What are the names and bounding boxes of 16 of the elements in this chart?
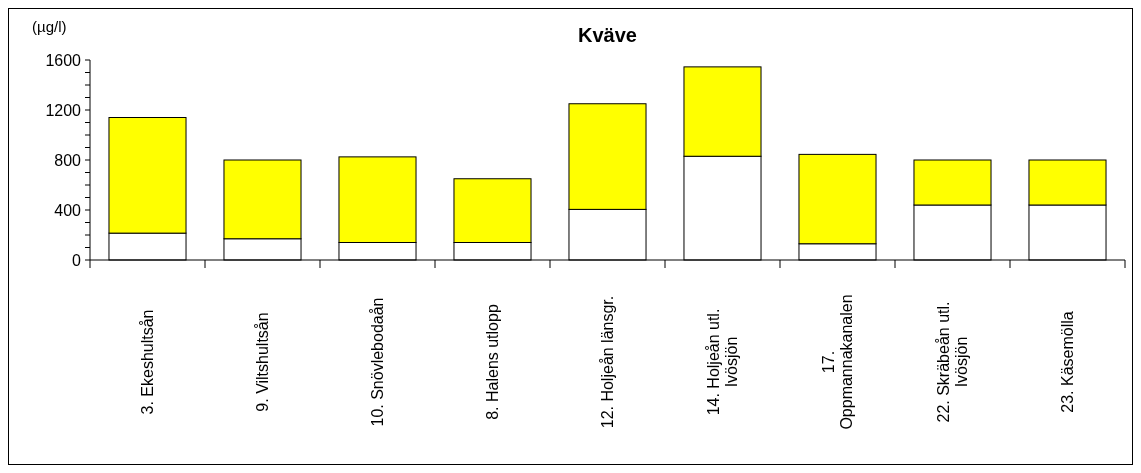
y-tick-label: 800 xyxy=(54,151,82,169)
x-tick-label: 22. Skräbeån utl. Ivösjön xyxy=(935,301,971,423)
x-tick-label: 8. Halens utlopp xyxy=(484,304,502,420)
x-tick-label: 12. Holjeån länsgr. xyxy=(599,295,617,429)
x-tick-label: 14. Holjeån utl. Ivösjön xyxy=(705,308,741,416)
x-tick-label: 10. Snövlebodaån xyxy=(369,297,387,427)
y-tick-label: 1600 xyxy=(45,51,82,69)
chart-title: Kväve xyxy=(578,24,637,46)
x-tick-label: 3. Ekeshultsån xyxy=(139,309,157,415)
x-tick-label: 23. Käsemölla xyxy=(1059,311,1077,413)
y-axis-title: (µg/l) xyxy=(32,18,67,35)
x-tick-label: 9. Viltshultsån xyxy=(254,312,272,412)
y-tick-label: 1200 xyxy=(45,101,82,119)
x-tick-label: 17. Oppmannakanalen xyxy=(820,294,856,430)
y-tick-label: 0 xyxy=(72,251,82,269)
y-tick-label: 400 xyxy=(54,201,82,219)
